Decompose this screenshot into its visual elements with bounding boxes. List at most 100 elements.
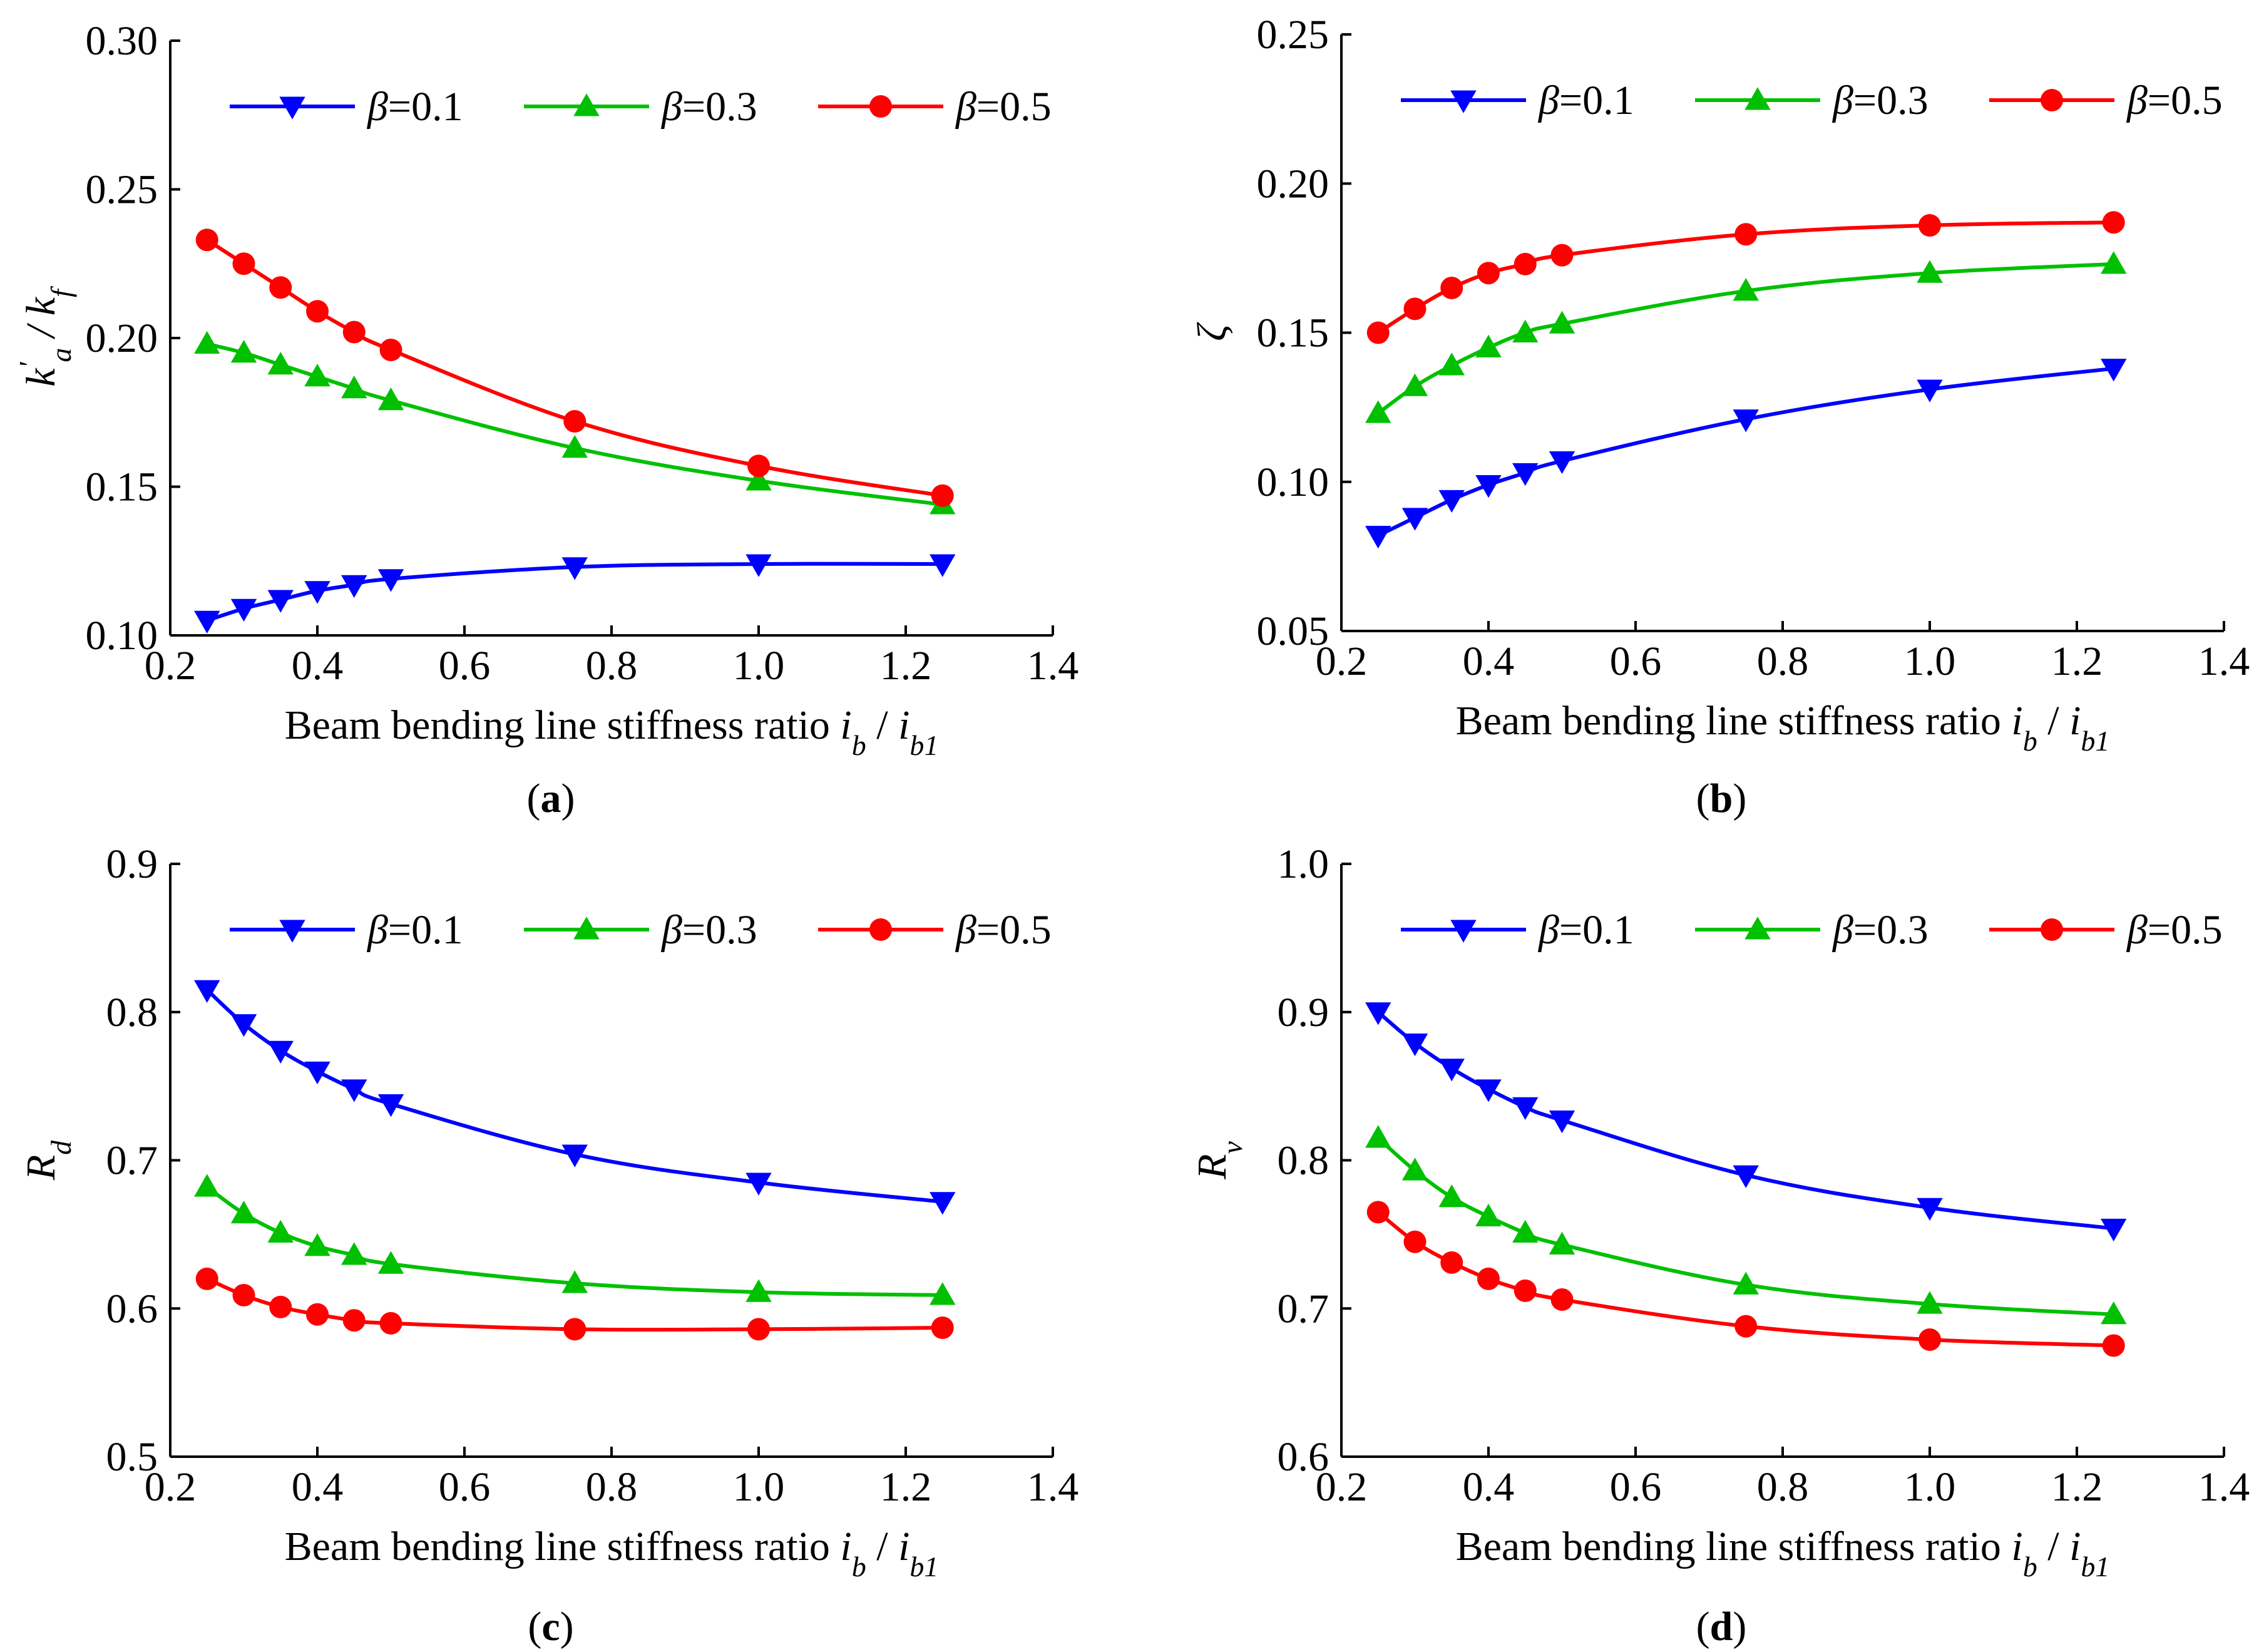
x-tick-label: 0.8	[586, 1464, 638, 1510]
data-point	[1401, 1033, 1428, 1057]
data-point	[267, 1219, 294, 1243]
panel-b: 0.2 0.4 0.6 0.8 1.0 1.2 1.4 0.05 0.10 0.15 0.20 0.2…	[1189, 12, 2250, 821]
legend-label: β=0.1	[366, 84, 463, 130]
series-2	[1366, 211, 2125, 344]
data-point	[2101, 1301, 2127, 1325]
data-point	[1438, 1184, 1465, 1208]
data-point	[269, 276, 292, 299]
data-point	[1512, 319, 1539, 343]
data-point	[745, 1279, 772, 1302]
data-point	[230, 1014, 257, 1037]
y-tick-label: 0.7	[1278, 1286, 1329, 1331]
data-point	[1401, 373, 1428, 396]
legend-marker	[2041, 918, 2063, 941]
series-line	[1376, 1010, 2114, 1231]
data-point	[1438, 1059, 1465, 1082]
x-tick-label: 0.6	[1610, 639, 1662, 684]
data-point	[1918, 1328, 1941, 1351]
data-point	[1918, 213, 1941, 237]
y-tick-label: 0.05	[1257, 608, 1329, 654]
data-point	[377, 387, 404, 411]
data-point	[1365, 1002, 1391, 1025]
data-point	[1733, 1271, 1759, 1295]
legend-entry: β=0.3	[524, 84, 757, 130]
legend-marker	[573, 93, 600, 116]
data-point	[1365, 400, 1391, 423]
data-point	[2102, 1334, 2125, 1357]
x-tick-label: 0.2	[145, 1464, 197, 1510]
data-point	[267, 1040, 294, 1064]
x-tick-label: 0.4	[1463, 639, 1515, 684]
data-point	[563, 1318, 587, 1341]
data-point	[1733, 278, 1759, 301]
data-point	[561, 435, 588, 458]
data-point	[230, 1201, 257, 1224]
legend-label: β=0.5	[2126, 78, 2223, 123]
data-point	[1366, 321, 1390, 344]
data-point	[267, 352, 294, 375]
y-tick-label: 0.5	[106, 1434, 158, 1480]
x-tick-label: 1.4	[2198, 639, 2250, 684]
data-point	[1512, 463, 1539, 486]
data-point	[377, 1094, 404, 1117]
data-point	[561, 557, 588, 580]
data-point	[1512, 1097, 1539, 1120]
y-tick-label: 0.7	[106, 1138, 158, 1184]
y-tick-label: 0.10	[86, 613, 158, 659]
x-tick-label: 1.2	[2051, 1464, 2103, 1510]
data-point	[747, 454, 770, 478]
data-point	[1514, 1279, 1537, 1302]
x-tick-label: 0.6	[1610, 1464, 1662, 1510]
data-point	[1438, 352, 1465, 376]
legend-entry: β=0.3	[1695, 78, 1929, 123]
x-tick-label: 0.6	[439, 643, 491, 689]
series-1	[194, 1174, 956, 1305]
x-tick-label: 0.8	[586, 643, 638, 689]
legend-label: β=0.3	[660, 907, 757, 953]
legend-marker	[1450, 920, 1477, 943]
data-point	[1549, 451, 1575, 475]
data-point	[304, 364, 330, 387]
y-tick-label: 0.9	[1278, 990, 1329, 1035]
legend-entry: β=0.1	[1401, 907, 1634, 953]
legend-label: β=0.5	[955, 907, 1052, 953]
data-point	[931, 1316, 954, 1340]
data-point	[1475, 334, 1502, 357]
x-axis-label: Beam bending line stiffness ratio ib / i…	[1456, 1524, 2110, 1583]
data-point	[1366, 1201, 1390, 1224]
series-2	[195, 1267, 954, 1341]
data-point	[1550, 244, 1574, 267]
data-point	[194, 1174, 220, 1197]
data-point	[379, 339, 402, 361]
legend-marker	[1450, 90, 1477, 113]
data-point	[306, 1303, 329, 1326]
legend-label: β=0.5	[955, 84, 1052, 130]
data-point	[1549, 1111, 1575, 1134]
data-point	[1917, 379, 1943, 403]
data-point	[2101, 1218, 2127, 1242]
legend-label: β=0.1	[1537, 78, 1634, 123]
x-tick-label: 1.0	[733, 1464, 785, 1510]
data-point	[1917, 260, 1943, 283]
legend-marker	[2041, 89, 2063, 111]
legend-entry: β=0.3	[1695, 907, 1929, 953]
data-point	[1403, 297, 1427, 321]
legend-entry: β=0.1	[1401, 78, 1634, 123]
data-point	[306, 300, 329, 323]
data-point	[342, 321, 366, 344]
panel-c: 0.2 0.4 0.6 0.8 1.0 1.2 1.4 0.5 0.6 0.7 0.8 0.9 Beam…	[18, 841, 1078, 1649]
data-point	[232, 1283, 255, 1306]
legend-entry: β=0.3	[524, 907, 757, 953]
data-point	[1403, 1230, 1427, 1253]
data-point	[194, 331, 220, 354]
x-axis-label: Beam bending line stiffness ratio ib / i…	[285, 702, 939, 761]
x-tick-label: 0.2	[1316, 639, 1368, 684]
data-point	[1550, 1288, 1574, 1311]
data-point	[745, 554, 772, 577]
legend-entry: β=0.5	[1989, 907, 2223, 953]
data-point	[195, 1267, 218, 1290]
data-point	[1475, 1203, 1502, 1226]
legend-label: β=0.3	[1831, 907, 1929, 953]
y-tick-label: 0.6	[1278, 1434, 1329, 1480]
